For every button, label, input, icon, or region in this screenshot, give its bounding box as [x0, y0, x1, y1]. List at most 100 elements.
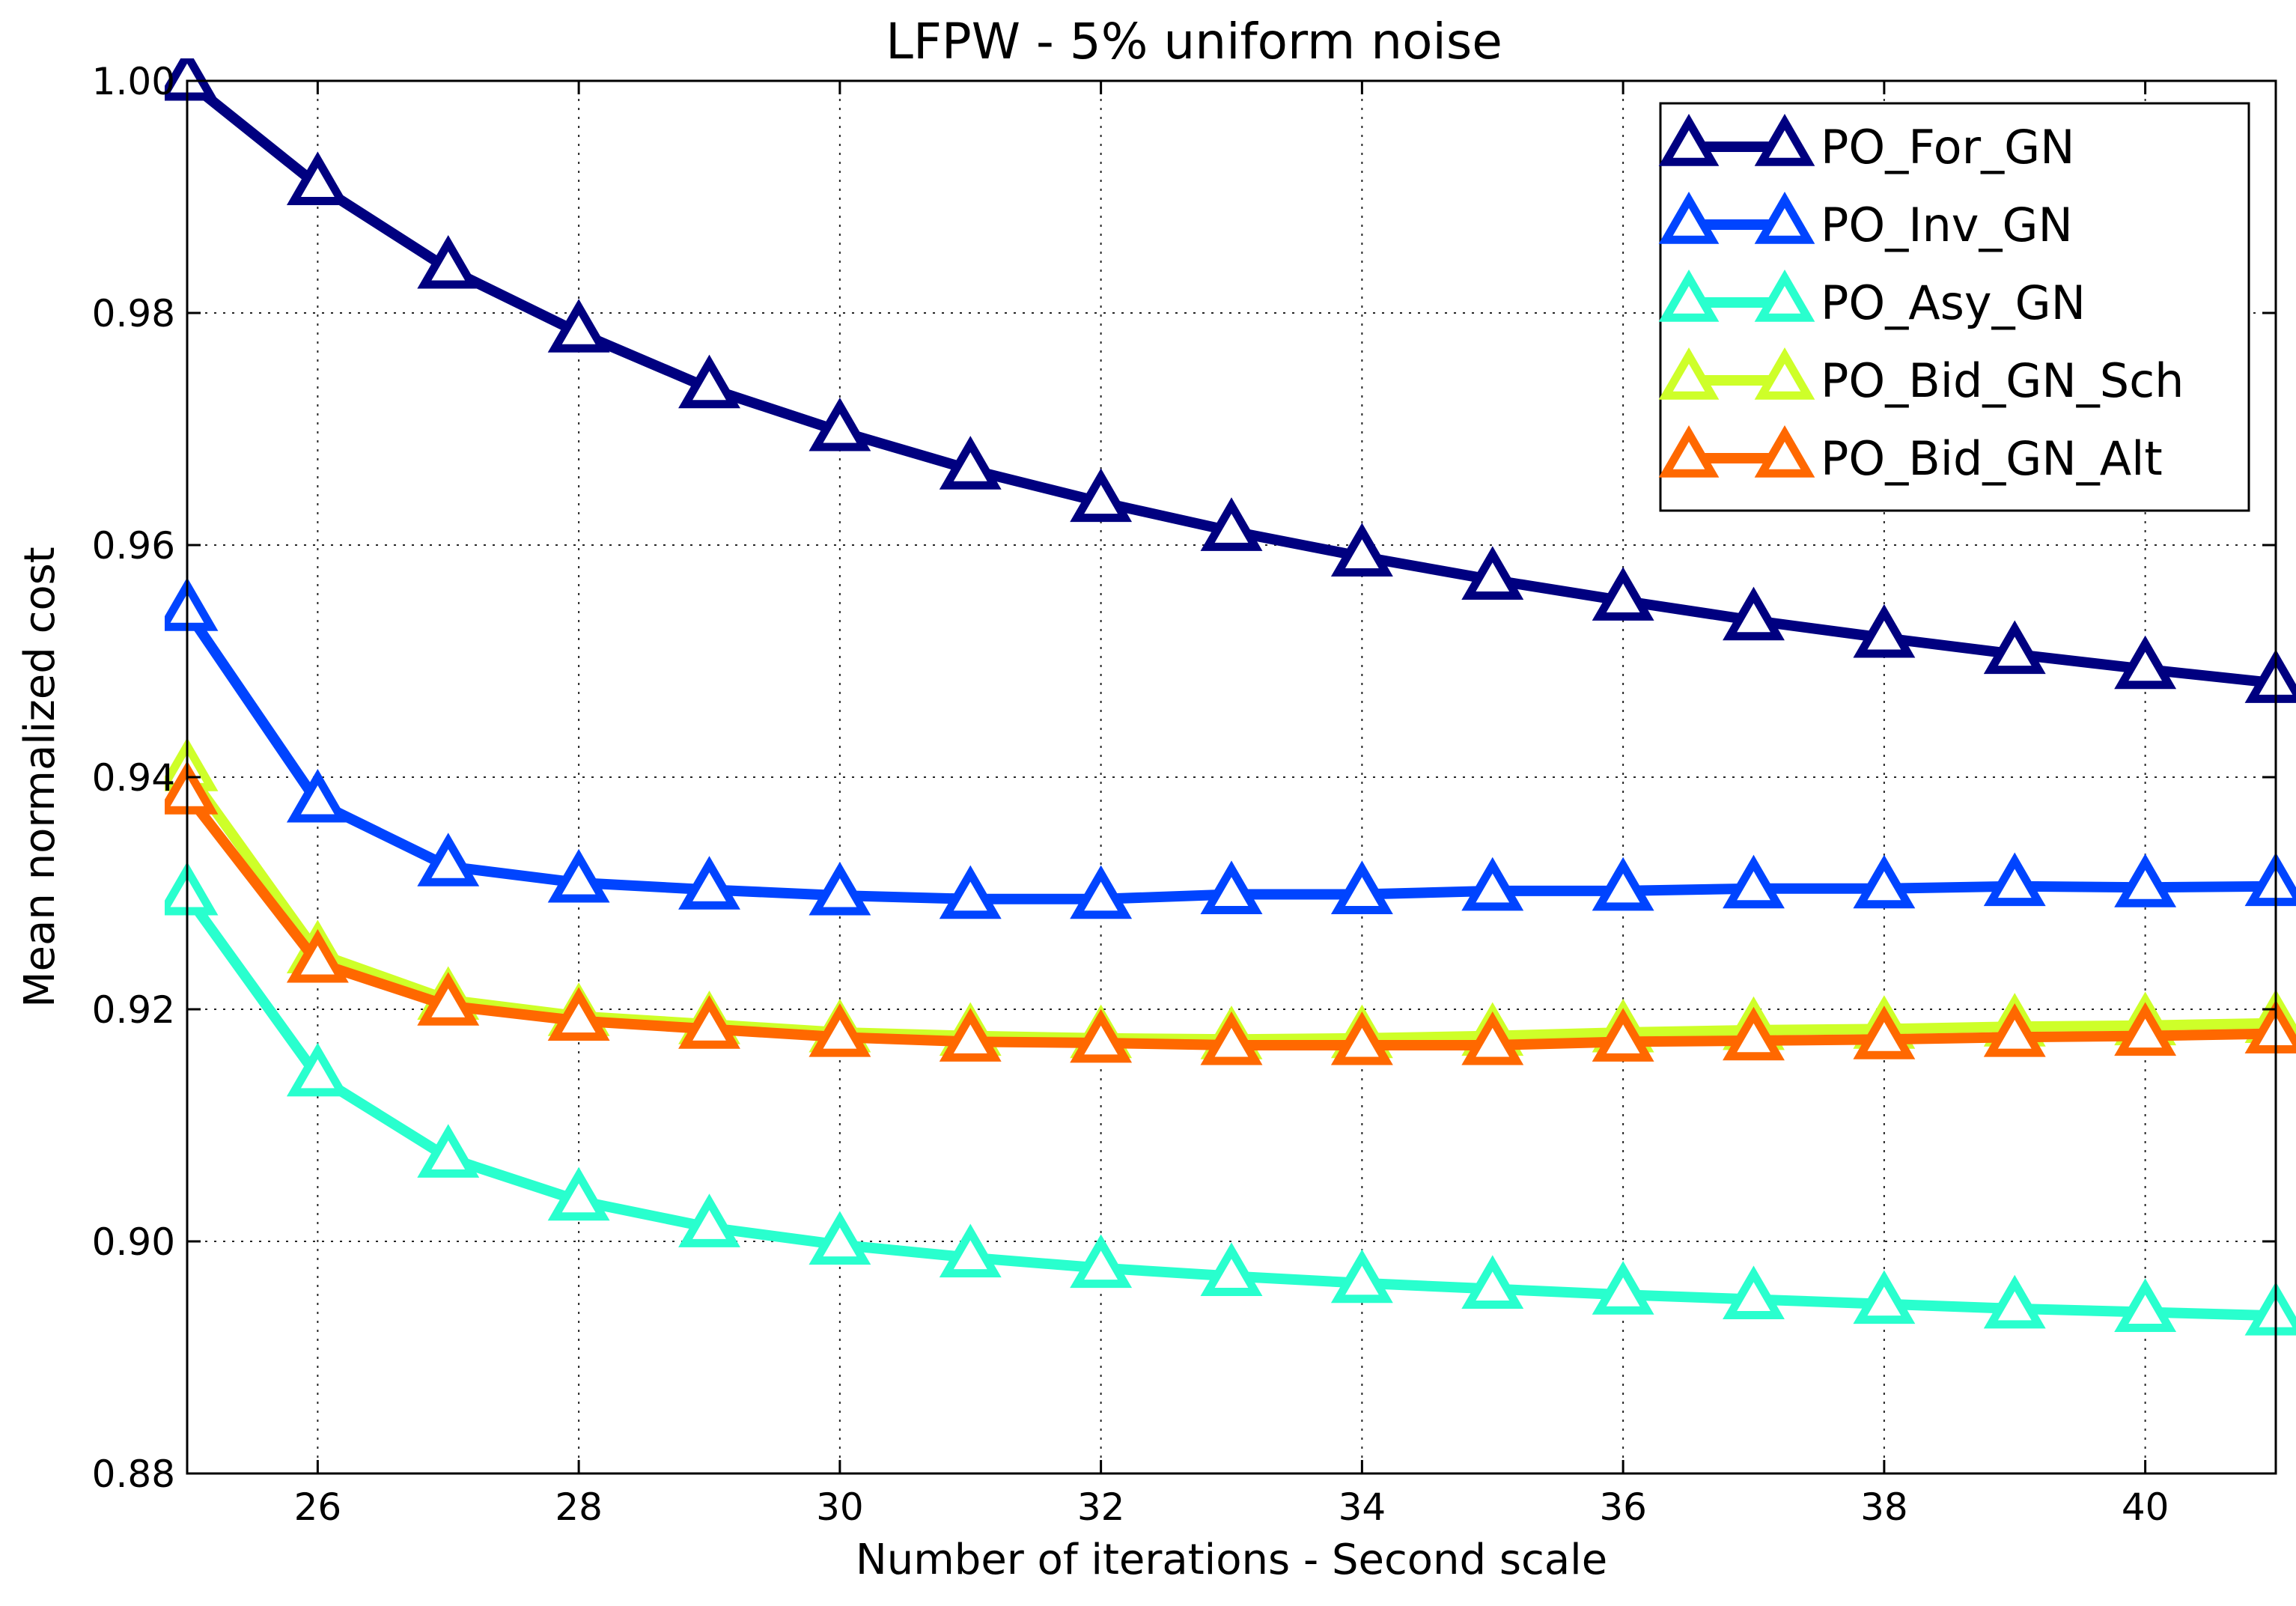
y-tick-label: 0.98 [92, 292, 175, 335]
data-point [1200, 1242, 1263, 1296]
data-point [1461, 1255, 1524, 1309]
legend-label: PO_For_GN [1821, 120, 2075, 174]
chart-title: LFPW - 5% uniform noise [886, 13, 1502, 70]
data-point [1070, 468, 1133, 523]
axis-ticks: 26 28 30 32 34 36 38 40 0.88 0.90 0.92 0.94 0.96 0.98… [92, 60, 2276, 1529]
legend-label: PO_Bid_GN_Alt [1821, 431, 2163, 486]
data-point [1853, 603, 1916, 658]
data-point [678, 856, 740, 910]
y-axis-label: Mean normalized cost [16, 547, 64, 1008]
data-point [1853, 854, 1916, 909]
data-point [1853, 1006, 1916, 1059]
data-point [547, 848, 610, 903]
data-point [417, 833, 480, 886]
data-point [1983, 620, 2046, 675]
data-point [1461, 546, 1524, 600]
y-tick-label: 0.96 [92, 524, 175, 568]
data-point [1200, 1011, 1263, 1065]
legend-item: PO_Inv_GN [1658, 192, 2073, 252]
legend-label: PO_Bid_GN_Sch [1821, 353, 2184, 408]
data-point [809, 1003, 871, 1057]
y-tick-label: 0.94 [92, 756, 175, 800]
x-tick-label: 34 [1339, 1485, 1386, 1529]
data-point [678, 995, 740, 1049]
legend-marker [1658, 114, 1720, 166]
legend-marker [1658, 347, 1720, 400]
data-point [1330, 860, 1393, 914]
data-point [1592, 857, 1654, 911]
x-tick-label: 30 [816, 1485, 864, 1529]
legend-marker [1754, 114, 1815, 166]
data-point [2114, 635, 2177, 690]
data-point [1723, 1006, 1785, 1061]
data-point [1330, 1011, 1393, 1065]
data-point [809, 397, 871, 451]
legend-item: PO_Bid_GN_Alt [1658, 425, 2163, 486]
legend-marker [1658, 425, 1720, 478]
x-tick-label: 28 [555, 1485, 603, 1529]
series-PO_Inv_GN [165, 577, 2296, 919]
data-point [1461, 857, 1524, 911]
x-tick-label: 36 [1599, 1485, 1647, 1529]
data-point [2114, 1002, 2177, 1056]
series-PO_For_GN [165, 58, 2296, 703]
data-point [417, 234, 480, 289]
data-point [286, 1042, 349, 1097]
x-tick-label: 40 [2122, 1485, 2169, 1529]
data-point [1592, 1261, 1654, 1315]
data-point [1592, 1008, 1654, 1062]
legend-item: PO_For_GN [1658, 114, 2075, 174]
data-point [1070, 1009, 1133, 1063]
data-point [1723, 854, 1785, 909]
data-point [1200, 497, 1263, 551]
data-point [1070, 865, 1133, 919]
data-point [1853, 1270, 1916, 1324]
legend: PO_For_GN PO_Inv_GN PO_Asy_GN PO_Bid_GN_Sch… [1658, 102, 2250, 512]
data-point [547, 1167, 610, 1221]
legend-item: PO_Bid_GN_Sch [1658, 347, 2184, 408]
data-point [2114, 1278, 2177, 1332]
series-PO_Bid_GN_Alt [165, 761, 2296, 1065]
legend-marker [1658, 270, 1720, 322]
y-tick-label: 1.00 [92, 60, 175, 103]
data-point [1070, 1234, 1133, 1289]
data-point [809, 861, 871, 916]
data-point [1461, 1011, 1524, 1065]
y-tick-label: 0.90 [92, 1220, 175, 1264]
data-point [939, 436, 1002, 490]
data-point [547, 299, 610, 353]
series-layer [165, 58, 2296, 1336]
data-point [939, 865, 1002, 919]
data-point [1723, 586, 1785, 641]
legend-marker [1754, 347, 1815, 400]
data-point [678, 1193, 740, 1247]
data-point [1983, 1003, 2046, 1057]
legend-marker [1754, 192, 1815, 244]
data-point [2114, 854, 2177, 907]
data-point [1200, 860, 1263, 914]
legend-marker [1754, 270, 1815, 322]
data-point [417, 972, 480, 1026]
x-tick-label: 32 [1077, 1485, 1125, 1529]
data-point [939, 1008, 1002, 1062]
y-tick-label: 0.92 [92, 988, 175, 1032]
legend-marker [1658, 192, 1720, 244]
data-point [286, 928, 349, 983]
data-point [547, 987, 610, 1041]
data-point [417, 1124, 480, 1178]
x-tick-label: 38 [1860, 1485, 1908, 1529]
legend-label: PO_Inv_GN [1821, 198, 2073, 252]
data-point [1723, 1265, 1785, 1319]
data-point [678, 354, 740, 409]
data-point [1983, 1274, 2046, 1329]
data-point [1592, 567, 1654, 621]
data-point [286, 768, 349, 823]
data-point [1983, 852, 2046, 907]
legend-item: PO_Asy_GN [1658, 270, 2086, 330]
x-tick-label: 26 [294, 1485, 342, 1529]
y-tick-label: 0.88 [92, 1453, 175, 1496]
legend-marker [1754, 425, 1815, 478]
data-point [1330, 523, 1393, 577]
data-point [939, 1223, 1002, 1278]
